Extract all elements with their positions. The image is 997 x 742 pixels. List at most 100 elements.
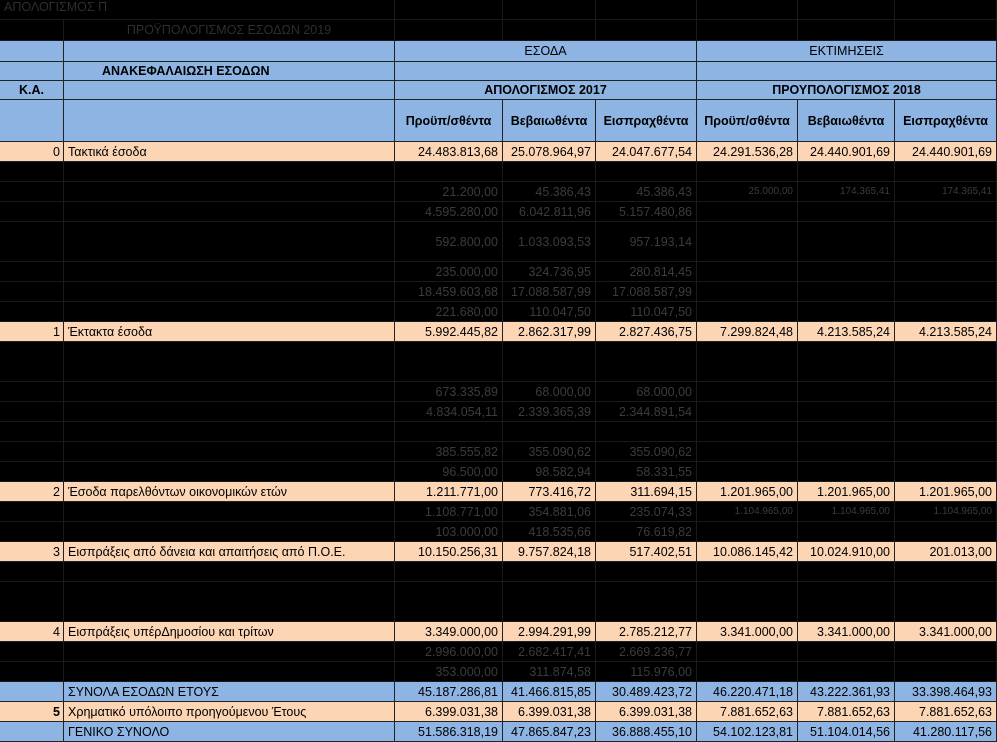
- description-cell: [64, 262, 395, 282]
- ka-cell: [0, 682, 64, 702]
- description-cell: [64, 382, 395, 402]
- value-cell: 324.736,95: [503, 262, 596, 282]
- value-cell: [503, 582, 596, 622]
- ka-cell: [0, 282, 64, 302]
- description-cell: [64, 222, 395, 262]
- sheet-title: ΑΠΟΛΟΓΙΣΜΟΣ Π: [0, 0, 395, 20]
- description-cell: ΓΕΝΙΚΟ ΣΥΝΟΛΟ: [64, 722, 395, 742]
- value-cell: [697, 262, 798, 282]
- value-cell: 58.331,55: [596, 462, 697, 482]
- value-cell: [596, 422, 697, 442]
- value-cell: 221.680,00: [395, 302, 503, 322]
- table-row: 4 Εισπράξεις υπέρΔημοσίου και τρίτων 3.349…: [0, 622, 997, 642]
- value-cell: 354.881,06: [503, 502, 596, 522]
- empty-cell: [503, 20, 596, 41]
- value-cell: [697, 582, 798, 622]
- empty-cell: [798, 20, 895, 41]
- table-row: 21.200,00 45.386,43 45.386,43 25.000,00 174.…: [0, 182, 997, 202]
- value-cell: [895, 642, 997, 662]
- description-cell: Εισπράξεις από δάνεια και απαιτήσεις από…: [64, 542, 395, 562]
- value-cell: 17.088.587,99: [503, 282, 596, 302]
- column-header: Βεβαιωθέντα: [503, 100, 596, 142]
- value-cell: 30.489.423,72: [596, 682, 697, 702]
- value-cell: 4.834.054,11: [395, 402, 503, 422]
- value-cell: 2.344.891,54: [596, 402, 697, 422]
- value-cell: [697, 422, 798, 442]
- value-cell: 7.881.652,63: [697, 702, 798, 722]
- table-row: 0 Τακτικά έσοδα 24.483.813,68 25.078.964,97…: [0, 142, 997, 162]
- value-cell: [697, 222, 798, 262]
- value-cell: 45.386,43: [596, 182, 697, 202]
- ektimiseis-header: ΕΚΤΙΜΗΣΕΙΣ: [697, 41, 997, 62]
- value-cell: [798, 402, 895, 422]
- value-cell: 45.386,43: [503, 182, 596, 202]
- description-cell: Τακτικά έσοδα: [64, 142, 395, 162]
- value-cell: [395, 162, 503, 182]
- ka-cell: [0, 162, 64, 182]
- value-cell: 1.201.965,00: [697, 482, 798, 502]
- value-cell: [697, 662, 798, 682]
- value-cell: [798, 562, 895, 582]
- value-cell: [798, 282, 895, 302]
- table-row: 1.108.771,00 354.881,06 235.074,33 1.104.96…: [0, 502, 997, 522]
- value-cell: [596, 342, 697, 382]
- value-cell: [798, 462, 895, 482]
- value-cell: [503, 422, 596, 442]
- value-cell: 24.440.901,69: [895, 142, 997, 162]
- value-cell: 311.694,15: [596, 482, 697, 502]
- ka-cell: [0, 422, 64, 442]
- value-cell: [798, 202, 895, 222]
- header-row-esoda: ΕΣΟΔΑ ΕΚΤΙΜΗΣΕΙΣ: [0, 41, 997, 62]
- table-row: ΓΕΝΙΚΟ ΣΥΝΟΛΟ 51.586.318,19 47.865.847,23 3…: [0, 722, 997, 742]
- value-cell: [697, 522, 798, 542]
- value-cell: 673.335,89: [395, 382, 503, 402]
- value-cell: [798, 382, 895, 402]
- value-cell: [798, 262, 895, 282]
- value-cell: 517.402,51: [596, 542, 697, 562]
- value-cell: 2.669.236,77: [596, 642, 697, 662]
- empty-cell: [395, 20, 503, 41]
- value-cell: [895, 422, 997, 442]
- value-cell: 2.339.365,39: [503, 402, 596, 422]
- value-cell: [895, 522, 997, 542]
- value-cell: [895, 562, 997, 582]
- table-row: [0, 582, 997, 622]
- value-cell: 24.291.536,28: [697, 142, 798, 162]
- value-cell: [395, 342, 503, 382]
- value-cell: [503, 562, 596, 582]
- empty-cell: [0, 41, 64, 62]
- value-cell: 2.785.212,77: [596, 622, 697, 642]
- value-cell: 17.088.587,99: [596, 282, 697, 302]
- column-header: Προϋπ/σθέντα: [395, 100, 503, 142]
- empty-cell: [395, 62, 697, 81]
- value-cell: 9.757.824,18: [503, 542, 596, 562]
- value-cell: [895, 382, 997, 402]
- value-cell: [895, 442, 997, 462]
- value-cell: 54.102.123,81: [697, 722, 798, 742]
- description-cell: [64, 562, 395, 582]
- value-cell: [697, 562, 798, 582]
- value-cell: [798, 162, 895, 182]
- header-row-section: ΑΝΑΚΕΦΑΛΑΙΩΣΗ ΕΣΟΔΩΝ: [0, 62, 997, 81]
- column-header: Εισπραχθέντα: [596, 100, 697, 142]
- value-cell: 96.500,00: [395, 462, 503, 482]
- value-cell: [895, 302, 997, 322]
- value-cell: 773.416,72: [503, 482, 596, 502]
- value-cell: 957.193,14: [596, 222, 697, 262]
- table-row: 103.000,00 418.535,66 76.619,82: [0, 522, 997, 542]
- description-cell: [64, 442, 395, 462]
- ka-cell: [0, 302, 64, 322]
- empty-cell: [0, 20, 64, 41]
- title-row: ΑΠΟΛΟΓΙΣΜΟΣ Π: [0, 0, 997, 20]
- value-cell: 3.341.000,00: [895, 622, 997, 642]
- ka-cell: [0, 202, 64, 222]
- value-cell: 201.013,00: [895, 542, 997, 562]
- empty-cell: [596, 20, 697, 41]
- value-cell: [895, 282, 997, 302]
- value-cell: 110.047,50: [596, 302, 697, 322]
- value-cell: 7.881.652,63: [895, 702, 997, 722]
- table-row: [0, 162, 997, 182]
- table-row: 235.000,00 324.736,95 280.814,45: [0, 262, 997, 282]
- ka-header: Κ.Α.: [0, 81, 64, 100]
- ka-cell: [0, 502, 64, 522]
